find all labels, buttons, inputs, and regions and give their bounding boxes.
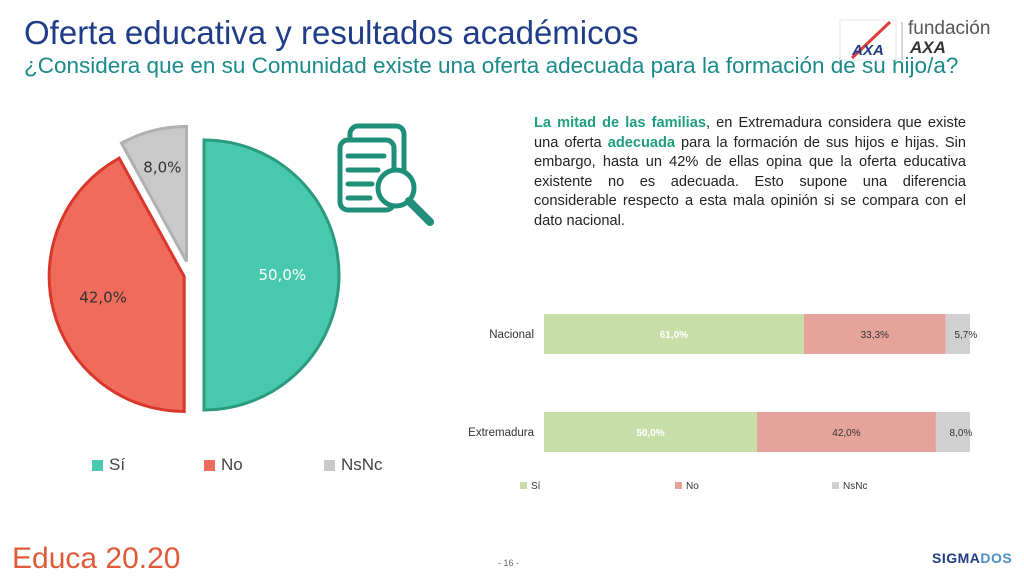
bar-segment-si-1 [544, 412, 757, 452]
bar-legend-label-si: Sí [531, 481, 541, 492]
bar-segments [544, 314, 970, 452]
bar-value-si-0: 61,0% [660, 330, 688, 341]
bar-category-1: Extremadura [468, 427, 534, 439]
bar-value-nsnc-0: 5,7% [954, 330, 977, 341]
bar-segment-no-0 [803, 314, 946, 354]
stacked-bar-chart: Nacional Extremadura 61,0% 33,3% 5,7% 50,0% 4… [468, 314, 977, 492]
para-part1: , en Extremadura considera que existe un… [534, 115, 967, 151]
bar-legend-swatch-nsnc [832, 482, 839, 489]
bar-value-no-1: 42,0% [832, 428, 860, 439]
pie-chart: 50,0% 42,0% 8,0% [47, 125, 341, 413]
bar-legend-swatch-no [675, 482, 682, 489]
pie-slice-si [202, 138, 341, 412]
pie-slice-nsnc [119, 125, 189, 263]
bar-segment-no-1 [757, 412, 936, 452]
legend-si-label: Sí [109, 455, 126, 474]
axa-logo: AXA [839, 19, 903, 61]
para-highlight: adecuada [607, 134, 676, 151]
legend-no-swatch [204, 459, 215, 471]
legend-nsnc-swatch [324, 459, 335, 471]
legend-no-label: No [221, 455, 243, 474]
para-lead: La mitad de las familias [534, 115, 706, 131]
axa-badge-text: AXA [851, 42, 884, 59]
bar-value-nsnc-1: 8,0% [950, 428, 973, 439]
page-title: Oferta educativa y resultados académicos [24, 14, 639, 51]
sigmados-part2: DOS [980, 550, 1013, 566]
para-part2: para la formación de sus hijos e hijas. … [534, 134, 967, 229]
pie-labels: 50,0% 42,0% 8,0% [79, 158, 306, 306]
legend-nsnc-label: NsNc [341, 455, 383, 474]
sigmados-part1: SIGMA [932, 550, 981, 566]
pie-slices [47, 125, 341, 413]
bar-segment-si-0 [544, 314, 804, 354]
summary-paragraph: La mitad de las familias, en Extremadura… [534, 114, 966, 231]
legend-no: No [204, 455, 243, 475]
page-number: - 16 - [498, 558, 520, 568]
bar-legend-label-nsnc: NsNc [843, 481, 867, 492]
logo-line1: fundación [908, 18, 991, 39]
bar-value-si-1: 50,0% [636, 428, 664, 439]
bar-legend: Sí No NsNc [520, 481, 867, 492]
pie-slice-nsnc-label: 8,0% [143, 158, 181, 176]
bar-category-labels: Nacional Extremadura [468, 329, 534, 439]
bar-value-no-0: 33,3% [861, 330, 889, 341]
bar-value-labels: 61,0% 33,3% 5,7% 50,0% 42,0% 8,0% [636, 330, 977, 439]
bar-legend-label-no: No [686, 481, 699, 492]
document-search-icon [337, 123, 434, 226]
bar-legend-swatch-si [520, 482, 527, 489]
educa-logo: Educa 20.20 [12, 542, 181, 575]
bar-category-0: Nacional [489, 329, 534, 341]
pie-slice-si-label: 50,0% [258, 266, 306, 284]
pie-slice-no [47, 156, 186, 413]
bar-segment-nsnc-0 [945, 314, 970, 354]
legend-si: Sí [92, 455, 125, 475]
logo-line2: AXA [910, 38, 946, 57]
bar-segment-nsnc-1 [935, 412, 970, 452]
page-subtitle: ¿Considera que en su Comunidad existe un… [24, 53, 959, 78]
legend-si-swatch [92, 459, 103, 471]
legend-nsnc: NsNc [324, 455, 383, 475]
pie-slice-no-label: 42,0% [79, 288, 127, 306]
sigmados-logo: SIGMADOS [932, 550, 1012, 566]
